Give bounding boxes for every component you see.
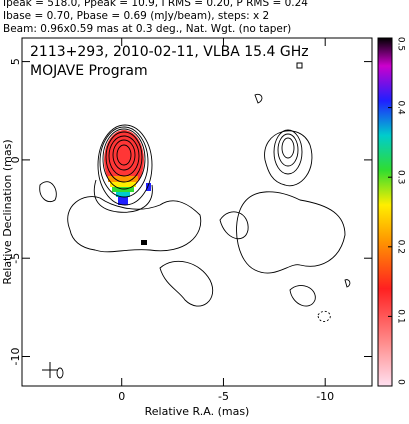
- colorbar-tick-label: 0: [396, 379, 406, 385]
- colorbar-tick-label: 0.3: [396, 170, 406, 184]
- colorbar-tick-label: 0.1: [396, 309, 406, 323]
- y-tick-label: 0: [9, 156, 22, 163]
- x-tick-label: 0: [118, 390, 125, 403]
- chart-subtitle: MOJAVE Program: [30, 63, 148, 79]
- beam: [42, 362, 64, 379]
- image: [39, 62, 351, 379]
- y-axis-label: Relative Declination (mas): [1, 139, 14, 284]
- x-tick-label: -10: [316, 390, 334, 403]
- y-tick-label: -10: [9, 348, 22, 366]
- colorbar-tick-label: 0.5: [396, 37, 406, 51]
- x-axis-label: Relative R.A. (mas): [145, 405, 250, 418]
- y-tick-label: 5: [9, 58, 22, 65]
- colorbar: [377, 37, 393, 387]
- chart-title: 2113+293, 2010-02-11, VLBA 15.4 GHz: [30, 44, 309, 60]
- header-line: Ipeak = 518.0, Ppeak = 10.9, I RMS = 0.2…: [3, 0, 308, 9]
- polarization-color: [104, 130, 151, 245]
- y-tick-label: -5: [9, 253, 22, 264]
- colorbar-tick-label: 0.4: [396, 100, 406, 115]
- header-line: Beam: 0.96x0.59 mas at 0.3 deg., Nat. Wg…: [3, 23, 291, 35]
- header-line: Ibase = 0.70, Pbase = 0.69 (mJy/beam), s…: [3, 10, 269, 22]
- x-tick-label: -5: [218, 390, 229, 403]
- plot-frame: [21, 37, 373, 387]
- contours: [39, 62, 351, 322]
- colorbar-tick-label: 0.2: [396, 240, 406, 254]
